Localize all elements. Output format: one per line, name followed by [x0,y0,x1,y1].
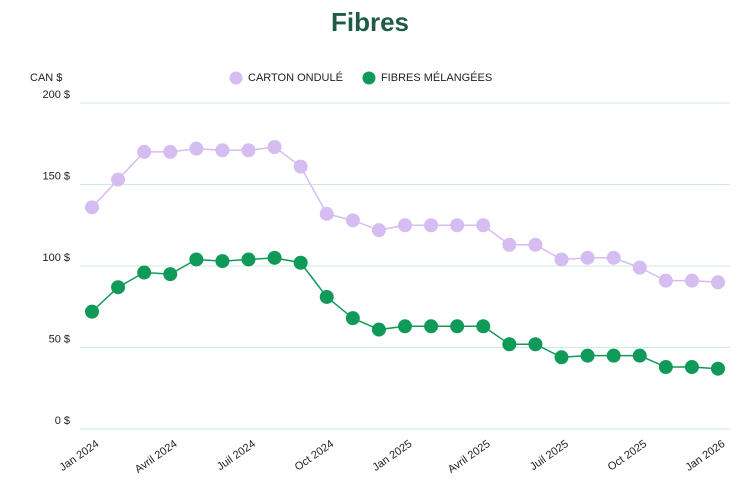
data-point [711,361,725,376]
data-point [424,218,439,233]
y-tick-label: 100 $ [42,252,70,264]
legend-label: CARTON ONDULÉ [248,71,343,84]
data-point [267,250,282,265]
data-point [215,143,230,158]
data-point [319,289,334,304]
series-line [91,146,719,284]
data-point [267,140,282,155]
data-point [189,252,204,267]
data-point [502,237,517,252]
data-point [163,144,178,159]
data-point [111,280,126,295]
x-tick-label: Jan 2026 [683,438,727,474]
data-point [528,237,543,252]
data-point [606,250,621,265]
legend-marker [229,71,243,85]
legend-marker [362,71,376,85]
data-point [450,319,465,334]
data-point [658,360,673,375]
data-point [684,273,699,288]
data-point [293,255,308,270]
data-point [711,275,725,290]
data-point [632,260,647,275]
x-tick-label: Jan 2025 [370,438,414,474]
data-point [241,252,256,267]
y-axis-label: CAN $ [30,72,62,84]
y-tick-label: 150 $ [42,170,70,182]
data-point [424,319,439,334]
data-point [476,218,491,233]
x-tick-label: Avril 2025 [446,438,493,476]
x-tick-label: Oct 2025 [606,438,649,473]
data-point [580,348,595,363]
y-tick-label: 200 $ [42,89,70,101]
series-line [91,257,719,370]
data-point [111,172,126,187]
x-tick-label: Oct 2024 [293,438,336,473]
data-point [502,337,517,352]
x-tick-label: Avril 2024 [133,438,180,476]
data-point [189,141,204,156]
data-point [163,267,178,282]
data-point [684,360,699,375]
data-point [241,143,256,158]
x-tick-label: Juil 2025 [528,438,571,473]
data-point [85,304,99,319]
data-point [319,206,334,221]
data-point [606,348,621,363]
data-point [554,252,569,267]
data-point [137,144,152,159]
data-point [371,223,386,238]
data-point [85,200,99,215]
data-point [293,159,308,174]
y-tick-label: 0 $ [55,415,70,427]
data-point [450,218,465,233]
data-point [554,350,569,365]
data-point [137,265,152,280]
chart-title: Fibres [331,7,409,37]
data-point [632,348,647,363]
x-tick-label: Jan 2024 [57,438,101,474]
data-point [528,337,543,352]
data-point [658,273,673,288]
legend-label: FIBRES MÉLANGÉES [381,71,492,84]
data-point [371,322,386,337]
data-point [398,218,412,233]
data-point [215,254,230,269]
data-point [476,319,491,334]
x-tick-label: Juil 2024 [215,438,258,473]
y-tick-label: 50 $ [49,333,70,345]
data-point [398,319,412,334]
data-point [345,213,360,228]
data-point [345,311,360,326]
data-point [580,250,595,265]
